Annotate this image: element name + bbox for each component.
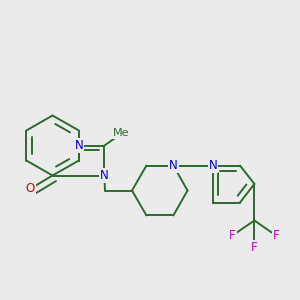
Text: N: N	[169, 159, 178, 172]
Text: N: N	[74, 139, 83, 152]
Text: N: N	[100, 169, 109, 182]
Text: Me: Me	[113, 128, 130, 139]
Text: O: O	[26, 182, 34, 196]
Text: N: N	[208, 159, 217, 172]
Text: F: F	[273, 229, 279, 242]
Text: F: F	[251, 241, 258, 254]
Text: F: F	[229, 229, 236, 242]
